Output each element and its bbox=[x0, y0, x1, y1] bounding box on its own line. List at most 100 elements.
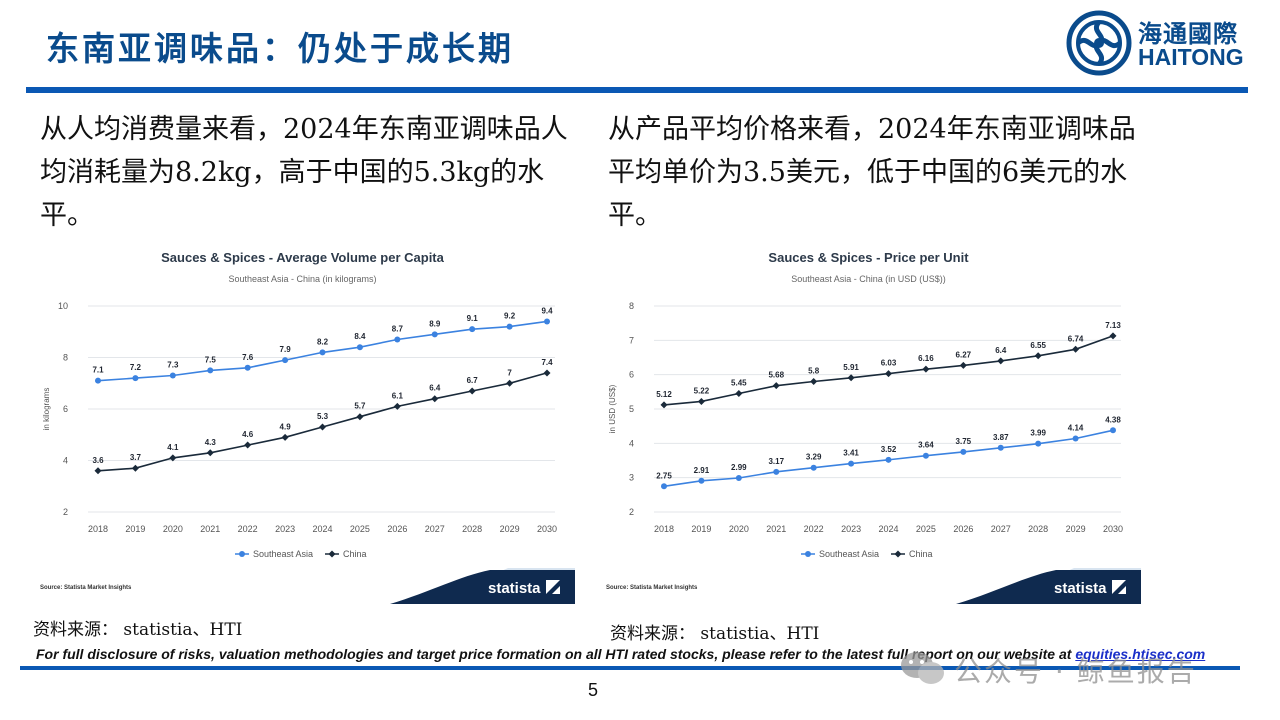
data-label: 6.74 bbox=[1068, 334, 1084, 343]
chart-source: Source: Statista Market Insights bbox=[40, 585, 132, 591]
x-tick-label: 2029 bbox=[500, 524, 520, 534]
data-point bbox=[1072, 345, 1080, 353]
data-point bbox=[169, 454, 177, 462]
data-label: 7.13 bbox=[1105, 321, 1121, 330]
source-note-left: 资料来源： statistia、HTI bbox=[33, 620, 243, 640]
data-label: 3.52 bbox=[881, 445, 897, 454]
data-point bbox=[319, 423, 326, 431]
x-tick-label: 2018 bbox=[88, 524, 108, 534]
data-label: 6.27 bbox=[956, 350, 972, 359]
data-label: 5.12 bbox=[656, 390, 672, 399]
x-tick-label: 2030 bbox=[537, 524, 557, 534]
data-point bbox=[960, 448, 967, 455]
data-point bbox=[810, 464, 817, 471]
left-summary-text: 从人均消费量来看，2024年东南亚调味品人均消耗量为8.2kg，高于中国的5.3… bbox=[40, 114, 568, 231]
data-label: 3.29 bbox=[806, 453, 822, 462]
data-label: 5.8 bbox=[808, 367, 820, 376]
page-title: 东南亚调味品：仍处于成长期 bbox=[46, 29, 514, 68]
x-tick-label: 2024 bbox=[312, 524, 332, 534]
data-label: 3.7 bbox=[130, 453, 142, 462]
data-label: 4.6 bbox=[242, 430, 254, 439]
data-point bbox=[773, 468, 780, 475]
x-tick-label: 2026 bbox=[387, 524, 407, 534]
legend-swatch bbox=[328, 550, 336, 558]
data-label: 9.1 bbox=[467, 314, 479, 323]
data-point bbox=[244, 441, 252, 449]
price-per-unit-chart: Sauces & Spices - Price per Unit Southeas… bbox=[606, 250, 1141, 604]
statista-logo-slash bbox=[546, 580, 560, 594]
x-tick-label: 2021 bbox=[200, 524, 220, 534]
wechat-icon bbox=[901, 652, 944, 684]
data-label: 8.7 bbox=[392, 324, 404, 333]
data-point bbox=[698, 477, 705, 484]
data-point bbox=[281, 433, 289, 441]
data-label: 8.2 bbox=[317, 337, 329, 346]
x-tick-label: 2028 bbox=[462, 524, 482, 534]
data-label: 2.99 bbox=[731, 463, 747, 472]
chart-subtitle: Southeast Asia - China (in USD (US$)) bbox=[791, 274, 946, 284]
data-label: 8.4 bbox=[354, 332, 366, 341]
data-point bbox=[206, 449, 214, 457]
data-label: 6.16 bbox=[918, 354, 934, 363]
watermark-text: 公众号 · 鲸鱼报告 bbox=[954, 655, 1197, 688]
data-point bbox=[810, 378, 818, 386]
x-tick-label: 2025 bbox=[916, 524, 936, 534]
data-label: 4.3 bbox=[205, 438, 217, 447]
data-point bbox=[94, 467, 102, 475]
chart-subtitle: Southeast Asia - China (in kilograms) bbox=[228, 274, 376, 284]
y-tick-label: 8 bbox=[63, 353, 68, 363]
x-tick-label: 2023 bbox=[275, 524, 295, 534]
x-tick-label: 2020 bbox=[729, 524, 749, 534]
y-axis-label: in USD (US$) bbox=[608, 384, 617, 433]
y-axis-label: in kilograms bbox=[42, 388, 51, 431]
data-point bbox=[356, 344, 363, 351]
chart-title: Sauces & Spices - Price per Unit bbox=[768, 250, 969, 265]
data-point bbox=[319, 349, 326, 356]
data-point bbox=[772, 382, 780, 390]
data-label: 8.9 bbox=[429, 319, 441, 328]
data-point bbox=[1034, 352, 1042, 360]
data-label: 3.87 bbox=[993, 433, 1009, 442]
data-point bbox=[922, 452, 929, 459]
legend-swatch bbox=[805, 551, 811, 557]
data-label: 7.9 bbox=[280, 345, 292, 354]
data-point bbox=[660, 401, 668, 409]
data-label: 3.41 bbox=[843, 449, 859, 458]
data-point bbox=[469, 326, 476, 333]
data-point bbox=[244, 364, 251, 371]
statista-banner bbox=[390, 570, 575, 604]
data-label: 2.75 bbox=[656, 471, 672, 480]
data-point bbox=[506, 323, 513, 330]
data-label: 6.03 bbox=[881, 359, 897, 368]
data-point bbox=[544, 318, 550, 325]
data-point bbox=[131, 464, 139, 472]
legend-swatch bbox=[894, 550, 902, 558]
data-label: 5.91 bbox=[843, 363, 859, 372]
data-label: 9.2 bbox=[504, 312, 516, 321]
x-tick-label: 2024 bbox=[878, 524, 898, 534]
data-point bbox=[1110, 427, 1116, 434]
y-tick-label: 2 bbox=[63, 507, 68, 517]
volume-per-capita-chart: Sauces & Spices - Average Volume per Cap… bbox=[40, 250, 575, 604]
data-label: 4.14 bbox=[1068, 424, 1084, 433]
haitong-emblem-icon bbox=[1066, 10, 1132, 76]
data-label: 4.1 bbox=[167, 443, 179, 452]
statista-banner bbox=[956, 570, 1141, 604]
data-point bbox=[468, 387, 476, 395]
data-label: 3.17 bbox=[768, 457, 784, 466]
data-label: 4.38 bbox=[1105, 415, 1121, 424]
y-tick-label: 4 bbox=[63, 456, 68, 466]
data-label: 3.64 bbox=[918, 441, 934, 450]
data-label: 6.7 bbox=[467, 376, 479, 385]
data-point bbox=[885, 370, 892, 378]
data-point bbox=[132, 375, 139, 382]
data-point bbox=[1109, 332, 1117, 340]
website-link[interactable]: equities.htisec.com bbox=[1075, 646, 1206, 662]
data-label: 3.99 bbox=[1030, 429, 1046, 438]
y-tick-label: 6 bbox=[63, 404, 68, 414]
data-label: 5.68 bbox=[768, 371, 784, 380]
data-label: 5.3 bbox=[317, 412, 329, 421]
chart-source: Source: Statista Market Insights bbox=[606, 585, 698, 591]
data-point bbox=[394, 336, 401, 343]
x-tick-label: 2022 bbox=[238, 524, 258, 534]
